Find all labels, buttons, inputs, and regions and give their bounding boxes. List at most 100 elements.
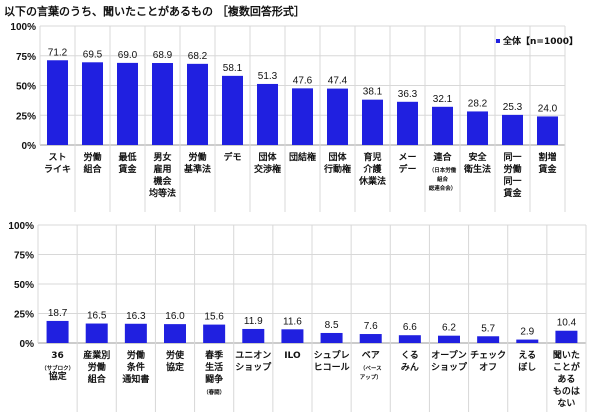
data-label: 16.3 bbox=[126, 311, 146, 322]
category-label: 団体 bbox=[328, 151, 347, 163]
bar bbox=[85, 323, 108, 343]
data-label: 28.2 bbox=[468, 98, 488, 109]
bar bbox=[281, 329, 304, 343]
category-label: 均等法 bbox=[149, 187, 176, 199]
bar bbox=[502, 114, 523, 145]
category-label: みん bbox=[401, 362, 419, 373]
bar bbox=[359, 334, 382, 343]
category-label: 賃金 bbox=[537, 163, 557, 175]
data-label: 5.7 bbox=[481, 323, 495, 334]
chart-title: 以下の言葉のうち、聞いたことがあるもの ［複数回答形式］ bbox=[4, 5, 305, 18]
category-label: 休業法 bbox=[358, 175, 386, 187]
category-label: ことが bbox=[553, 361, 581, 373]
data-label: 58.1 bbox=[223, 63, 243, 74]
data-label: 69.0 bbox=[118, 50, 138, 61]
data-label: 32.1 bbox=[433, 94, 453, 105]
category-label: 条件 bbox=[126, 361, 145, 373]
category-label: 労使 bbox=[166, 349, 185, 361]
category-label: ショップ bbox=[235, 361, 272, 373]
data-label: 69.5 bbox=[83, 49, 103, 60]
category-label: ベア bbox=[362, 350, 380, 361]
y-tick-label: 100% bbox=[8, 221, 34, 232]
category-label: くる bbox=[401, 350, 419, 361]
category-label: シュプレ bbox=[314, 349, 350, 361]
category-label: 連合 bbox=[433, 151, 452, 163]
category-label: 労働 bbox=[188, 151, 206, 163]
y-tick-label: 50% bbox=[16, 82, 36, 93]
data-label: 7.6 bbox=[364, 321, 378, 332]
bar bbox=[292, 88, 313, 145]
bar bbox=[327, 88, 348, 145]
data-label: 68.2 bbox=[188, 51, 208, 62]
category-label: ヒコール bbox=[314, 362, 350, 373]
data-label: 47.6 bbox=[293, 75, 313, 86]
category-label: ユニオン bbox=[235, 350, 271, 361]
data-label: 16.0 bbox=[165, 311, 185, 322]
data-label: 6.6 bbox=[403, 322, 417, 333]
data-label: 15.6 bbox=[204, 312, 224, 323]
category-label: 同一 bbox=[503, 176, 521, 187]
bar bbox=[320, 332, 343, 343]
category-label: オープン bbox=[431, 349, 466, 361]
y-tick-label: 25% bbox=[16, 111, 36, 122]
category-label: （春闘） bbox=[203, 388, 225, 396]
category-label: 割増 bbox=[538, 151, 556, 163]
category-label: アップ） bbox=[360, 373, 382, 381]
bar bbox=[438, 335, 460, 343]
category-label: 機会 bbox=[153, 175, 172, 187]
category-label: 総連合会） bbox=[429, 184, 457, 192]
category-label: ショップ bbox=[431, 361, 468, 373]
category-label: 団体 bbox=[258, 151, 277, 163]
data-label: 51.3 bbox=[258, 71, 278, 82]
category-label: 介護 bbox=[362, 163, 382, 175]
category-label: ある bbox=[557, 374, 575, 385]
category-label: 闘争 bbox=[205, 373, 223, 385]
data-label: 47.4 bbox=[328, 76, 348, 87]
category-label: ない bbox=[557, 398, 575, 409]
category-label: デモ bbox=[223, 151, 241, 163]
legend-label: 全体【n=1000】 bbox=[502, 35, 578, 47]
y-tick-label: 75% bbox=[16, 52, 36, 63]
category-label: 労働 bbox=[83, 151, 101, 163]
category-label: 育児 bbox=[363, 151, 381, 163]
bar bbox=[257, 83, 278, 145]
data-label: 8.5 bbox=[325, 320, 339, 331]
data-label: 25.3 bbox=[503, 102, 523, 113]
category-label: 春季 bbox=[204, 349, 224, 361]
data-label: 36.3 bbox=[398, 89, 418, 100]
category-label: 団結権 bbox=[289, 151, 316, 163]
data-label: 2.9 bbox=[520, 327, 534, 338]
data-label: 6.2 bbox=[442, 323, 456, 334]
y-tick-label: 25% bbox=[14, 310, 34, 321]
bar bbox=[203, 324, 226, 343]
category-label: （ベース bbox=[360, 364, 382, 372]
data-label: 16.5 bbox=[87, 311, 107, 322]
legend-swatch bbox=[496, 39, 500, 43]
category-label: 行動権 bbox=[323, 163, 351, 175]
bar bbox=[124, 323, 147, 343]
category-label: 協定 bbox=[166, 361, 185, 373]
category-label: 組合 bbox=[83, 163, 102, 175]
category-label: 同一 bbox=[503, 152, 521, 163]
bar bbox=[117, 62, 138, 145]
data-label: 71.2 bbox=[48, 47, 68, 58]
category-label: 男女 bbox=[153, 151, 171, 163]
bar bbox=[432, 106, 453, 145]
bar bbox=[164, 324, 186, 343]
category-label: 最低 bbox=[118, 151, 136, 163]
bar bbox=[47, 60, 68, 145]
data-label: 24.0 bbox=[538, 103, 558, 114]
bar bbox=[222, 75, 243, 145]
y-tick-label: 50% bbox=[14, 280, 34, 291]
bar bbox=[152, 63, 173, 145]
category-label: （サブロク） bbox=[41, 364, 74, 372]
bar bbox=[537, 116, 558, 145]
category-label: 労働 bbox=[503, 163, 521, 175]
data-label: 38.1 bbox=[363, 87, 383, 98]
bar bbox=[362, 99, 383, 145]
category-label: スト bbox=[48, 152, 66, 163]
category-label: 通知書 bbox=[122, 373, 149, 385]
bar bbox=[82, 62, 103, 145]
category-label: 雇用 bbox=[153, 163, 171, 175]
